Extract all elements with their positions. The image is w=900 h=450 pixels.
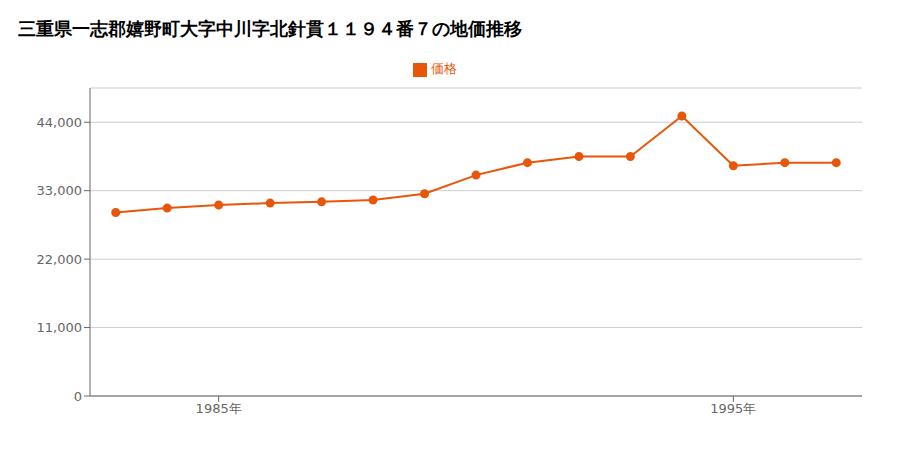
svg-text:22,000: 22,000: [37, 252, 83, 267]
svg-text:1985年: 1985年: [196, 401, 242, 416]
html-text:価格: 価格: [431, 61, 457, 76]
svg-text:0: 0: [74, 389, 82, 404]
svg-text:11,000: 11,000: [37, 320, 83, 335]
svg-text:44,000: 44,000: [37, 115, 83, 130]
svg-text:33,000: 33,000: [37, 183, 83, 198]
svg-text:1995年: 1995年: [710, 401, 756, 416]
html-text:三重県一志郡嬉野町大字中川字北針貫１１９４番７の地価推移: 三重県一志郡嬉野町大字中川字北針貫１１９４番７の地価推移: [18, 18, 522, 39]
